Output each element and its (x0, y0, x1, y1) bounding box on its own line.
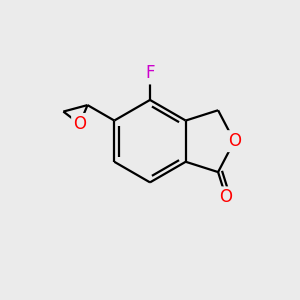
Text: F: F (145, 64, 155, 82)
Text: O: O (73, 115, 86, 133)
Text: O: O (220, 188, 232, 206)
Text: O: O (228, 132, 241, 150)
